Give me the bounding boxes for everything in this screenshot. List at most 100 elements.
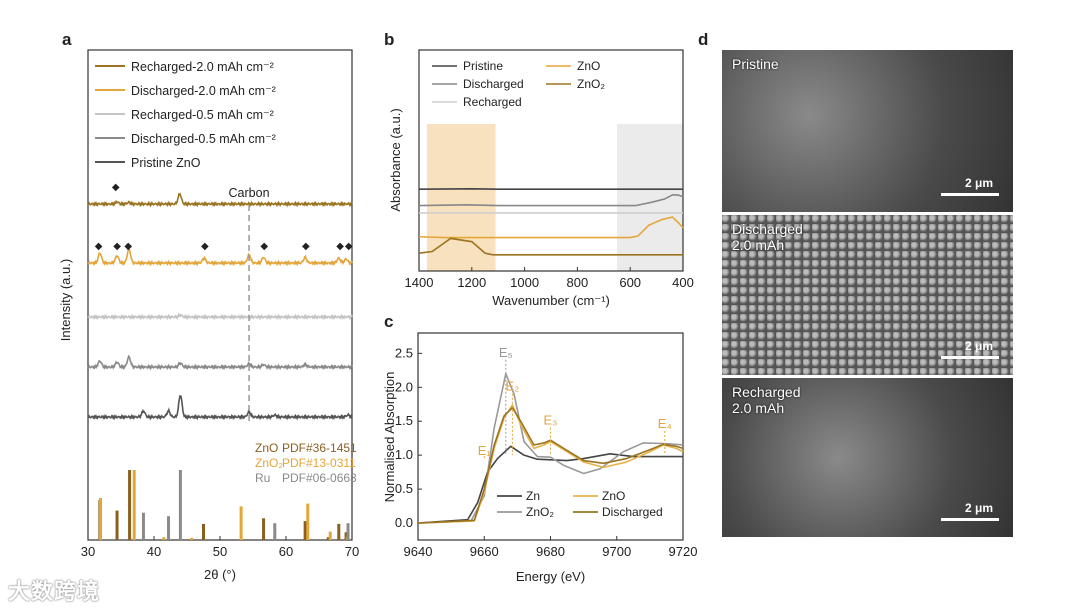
diamond-marker: ◆ bbox=[260, 241, 268, 252]
x-tick-label: 50 bbox=[213, 544, 227, 559]
ftir-trace bbox=[418, 216, 684, 239]
reference-bar bbox=[328, 531, 332, 540]
y-tick-label: 1.5 bbox=[395, 413, 413, 428]
sem-image-discharged: Discharged 2.0 mAh 2 μm bbox=[722, 215, 1013, 375]
scale-bar bbox=[941, 518, 999, 521]
ftir-trace bbox=[418, 237, 683, 256]
xrd-trace bbox=[87, 354, 353, 371]
reference-bar bbox=[115, 510, 119, 540]
peak-annotation: E₂ bbox=[506, 379, 520, 394]
carbon-annotation: Carbon bbox=[229, 186, 270, 200]
sem-label: Discharged 2.0 mAh bbox=[732, 221, 803, 253]
x-tick-label: 30 bbox=[81, 544, 95, 559]
scale-bar bbox=[941, 193, 999, 196]
reference-bar bbox=[239, 506, 243, 540]
reference-bar bbox=[262, 518, 266, 540]
reference-name: ZnO bbox=[255, 441, 278, 455]
legend-label: Pristine ZnO bbox=[131, 156, 201, 170]
x-tick-label: 1000 bbox=[510, 275, 539, 290]
xanes-trace bbox=[417, 372, 684, 524]
legend-label: ZnO bbox=[602, 489, 625, 503]
reference-bar bbox=[273, 523, 277, 540]
sem-image-recharged: Recharged 2.0 mAh 2 μm bbox=[722, 378, 1013, 537]
reference-bar bbox=[132, 470, 136, 540]
scale-bar-label: 2 μm bbox=[964, 176, 993, 190]
reference-bar bbox=[167, 516, 171, 540]
peak-annotation: E₄ bbox=[658, 416, 672, 431]
legend-label: ZnO₂ bbox=[577, 77, 605, 91]
y-axis-label: Absorbance (a.u.) bbox=[388, 108, 403, 211]
x-tick-label: 70 bbox=[345, 544, 359, 559]
legend-label: Pristine bbox=[463, 59, 503, 73]
scale-bar-label: 2 μm bbox=[964, 339, 993, 353]
x-tick-label: 600 bbox=[619, 275, 641, 290]
y-tick-label: 1.0 bbox=[395, 447, 413, 462]
x-tick-label: 40 bbox=[147, 544, 161, 559]
x-tick-label: 60 bbox=[279, 544, 293, 559]
diamond-marker: ◆ bbox=[113, 241, 121, 252]
xrd-trace bbox=[87, 192, 353, 208]
panel-label-a: a bbox=[62, 30, 72, 49]
reference-bar bbox=[344, 532, 348, 540]
xrd-trace bbox=[87, 246, 353, 267]
x-tick-label: 800 bbox=[567, 275, 589, 290]
diamond-marker: ◆ bbox=[124, 241, 132, 252]
diamond-marker: ◆ bbox=[336, 241, 344, 252]
ftir-trace bbox=[418, 194, 684, 207]
legend-label: Recharged bbox=[463, 95, 522, 109]
reference-bar bbox=[202, 523, 205, 540]
reference-bar bbox=[346, 523, 350, 540]
reference-pdf: PDF#06-0663 bbox=[282, 471, 357, 485]
x-tick-label: 400 bbox=[672, 275, 694, 290]
reference-bar bbox=[141, 512, 145, 540]
y-axis-label: Normalised Absorption bbox=[382, 372, 397, 503]
reference-bar bbox=[303, 521, 307, 540]
x-tick-label: 9700 bbox=[602, 544, 631, 559]
y-axis-label: Intensity (a.u.) bbox=[58, 259, 73, 341]
reference-bar bbox=[99, 498, 103, 540]
reference-name: ZnO₂ bbox=[255, 456, 283, 470]
x-axis-label: 2θ (°) bbox=[204, 567, 236, 582]
peak-annotation: E₁ bbox=[478, 443, 492, 458]
x-tick-label: 9660 bbox=[470, 544, 499, 559]
y-tick-label: 2.0 bbox=[395, 379, 413, 394]
x-axis-label: Wavenumber (cm⁻¹) bbox=[492, 293, 610, 308]
shaded-region bbox=[617, 124, 683, 271]
xrd-trace bbox=[87, 312, 353, 321]
reference-bar bbox=[337, 523, 341, 540]
y-tick-label: 0.0 bbox=[395, 515, 413, 530]
diamond-marker: ◆ bbox=[302, 241, 310, 252]
x-tick-label: 1200 bbox=[457, 275, 486, 290]
legend-label: Recharged-2.0 mAh cm⁻² bbox=[131, 60, 274, 74]
diamond-marker: ◆ bbox=[112, 182, 120, 193]
scale-bar bbox=[941, 356, 999, 359]
reference-name: Ru bbox=[255, 471, 270, 485]
peak-annotation: E₃ bbox=[544, 413, 558, 428]
sem-label: Pristine bbox=[732, 56, 779, 72]
y-tick-label: 0.5 bbox=[395, 481, 413, 496]
shaded-region bbox=[426, 124, 496, 271]
y-tick-label: 2.5 bbox=[395, 345, 413, 360]
legend-label: Discharged-0.5 mAh cm⁻² bbox=[131, 132, 276, 146]
diamond-marker: ◆ bbox=[345, 241, 353, 252]
reference-bar bbox=[326, 537, 330, 540]
reference-bar bbox=[306, 503, 310, 540]
xanes-trace bbox=[417, 445, 683, 524]
legend-label: Discharged-2.0 mAh cm⁻² bbox=[131, 84, 276, 98]
xrd-trace bbox=[87, 395, 353, 421]
x-axis-label: Energy (eV) bbox=[516, 569, 585, 584]
reference-pdf: PDF#13-0311 bbox=[282, 456, 356, 470]
panel-label-b: b bbox=[384, 30, 395, 49]
reference-bar bbox=[162, 537, 166, 540]
sem-image-pristine: Pristine 2 μm bbox=[722, 50, 1013, 212]
legend-label: ZnO₂ bbox=[526, 505, 554, 519]
reference-bar bbox=[190, 537, 194, 540]
legend-label: Discharged bbox=[602, 505, 663, 519]
reference-pdf: PDF#36-1451 bbox=[282, 441, 357, 455]
legend-label: ZnO bbox=[577, 59, 600, 73]
x-tick-label: 9680 bbox=[536, 544, 565, 559]
diamond-marker: ◆ bbox=[95, 241, 103, 252]
legend-label: Discharged bbox=[463, 77, 524, 91]
legend-label: Recharged-0.5 mAh cm⁻² bbox=[131, 108, 274, 122]
